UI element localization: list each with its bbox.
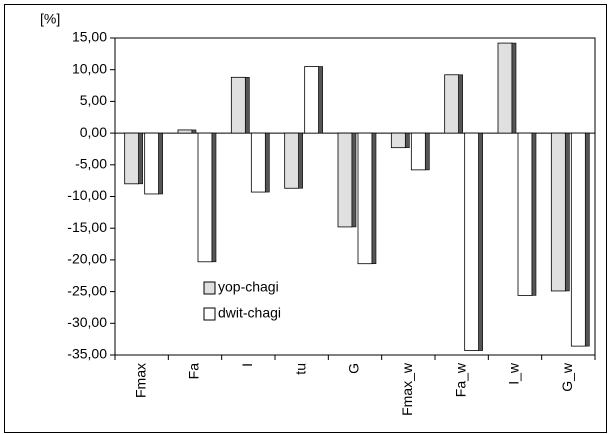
bar bbox=[304, 66, 320, 134]
y-tick-label: -35,00 bbox=[67, 346, 107, 362]
bar bbox=[144, 132, 160, 195]
x-tick-label: G_w bbox=[559, 362, 575, 392]
y-tick-label: 5,00 bbox=[80, 92, 107, 108]
bar bbox=[410, 132, 426, 171]
legend-label: dwit-chagi bbox=[218, 305, 281, 321]
x-tick-label: tu bbox=[292, 363, 308, 375]
x-tick-label: Fmax_w bbox=[399, 362, 415, 416]
bar bbox=[464, 132, 480, 351]
bar bbox=[230, 76, 246, 134]
bar bbox=[497, 42, 513, 134]
bar-side bbox=[318, 66, 323, 134]
bar-side bbox=[351, 132, 357, 228]
bar-side bbox=[478, 132, 483, 351]
bar-side bbox=[425, 132, 430, 171]
y-tick-label: 10,00 bbox=[72, 60, 107, 76]
bar-side bbox=[458, 74, 463, 134]
bar bbox=[390, 132, 406, 149]
bar-side bbox=[265, 132, 270, 193]
bar bbox=[124, 132, 140, 185]
bar bbox=[337, 132, 353, 228]
y-tick-label: 0,00 bbox=[80, 124, 107, 140]
y-axis-label: [%] bbox=[40, 11, 60, 27]
bar-side bbox=[211, 132, 217, 263]
x-tick-label: Fa bbox=[186, 363, 202, 380]
x-tick-label: G bbox=[346, 363, 362, 374]
bar-side bbox=[511, 42, 517, 134]
bar bbox=[357, 132, 373, 265]
bar bbox=[250, 132, 266, 193]
bar-side bbox=[371, 132, 377, 265]
bar-side bbox=[158, 132, 163, 195]
bar bbox=[550, 132, 566, 292]
bar-side bbox=[585, 132, 590, 347]
y-tick-label: -10,00 bbox=[67, 187, 107, 203]
y-tick-label: -5,00 bbox=[75, 156, 107, 172]
legend-swatch bbox=[203, 281, 216, 295]
y-tick-label: -30,00 bbox=[67, 314, 107, 330]
bar bbox=[197, 132, 213, 263]
y-tick-label: -20,00 bbox=[67, 251, 107, 267]
x-tick-label: Fmax bbox=[132, 363, 148, 398]
y-tick-label: 15,00 bbox=[72, 29, 107, 45]
bar-side bbox=[138, 132, 143, 185]
bar-side bbox=[405, 132, 410, 148]
bar-side bbox=[245, 77, 250, 134]
bar bbox=[444, 74, 460, 134]
x-tick-label: I_w bbox=[506, 362, 522, 385]
bar-side bbox=[531, 132, 537, 296]
bar bbox=[177, 129, 193, 134]
x-tick-label: I bbox=[239, 363, 255, 367]
y-tick-label: -15,00 bbox=[67, 219, 107, 235]
y-tick-label: -25,00 bbox=[67, 282, 107, 298]
bar-side bbox=[565, 132, 570, 292]
legend-swatch bbox=[203, 307, 216, 321]
x-tick-label: Fa_w bbox=[452, 362, 468, 397]
legend-label: yop-chagi bbox=[218, 279, 279, 295]
legend-box bbox=[200, 275, 338, 327]
chart-frame bbox=[4, 4, 607, 433]
bar-side bbox=[298, 132, 303, 189]
bar-side bbox=[191, 129, 197, 134]
bar bbox=[284, 132, 300, 189]
bar bbox=[517, 132, 533, 296]
bar bbox=[570, 132, 586, 347]
